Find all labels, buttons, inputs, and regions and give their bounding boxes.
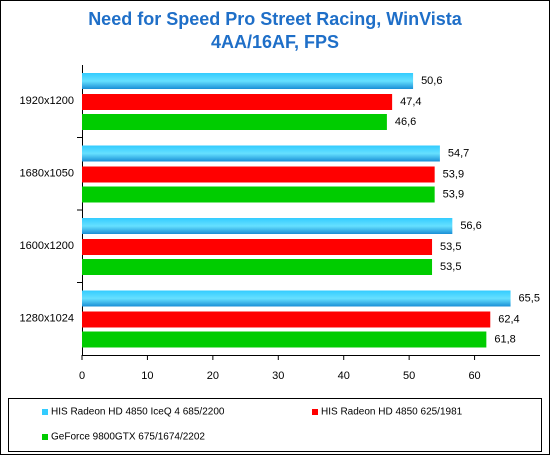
bar xyxy=(82,331,487,348)
x-tick-label: 0 xyxy=(79,370,85,382)
y-tick-label: 1600x1200 xyxy=(20,240,74,252)
bar xyxy=(82,239,433,255)
value-label: 53,5 xyxy=(440,261,461,273)
legend-swatch xyxy=(312,409,318,415)
bar xyxy=(82,186,435,203)
legend xyxy=(8,398,542,452)
value-label: 53,9 xyxy=(443,168,464,180)
chart-title: Need for Speed Pro Street Racing, WinVis… xyxy=(88,9,463,29)
legend-label: HIS Radeon HD 4850 625/1981 xyxy=(321,407,463,418)
value-label: 65,5 xyxy=(519,292,540,304)
bar xyxy=(82,94,393,110)
value-label: 62,4 xyxy=(498,313,519,325)
bar xyxy=(82,290,511,307)
value-label: 56,6 xyxy=(460,220,481,232)
value-label: 46,6 xyxy=(395,116,416,128)
x-tick-label: 30 xyxy=(272,370,284,382)
y-tick-label: 1920x1200 xyxy=(20,95,74,107)
bar xyxy=(82,166,435,183)
bar xyxy=(82,218,453,234)
x-tick-label: 20 xyxy=(207,370,219,382)
legend-swatch xyxy=(42,434,48,440)
bar xyxy=(82,145,440,162)
legend-label: GeForce 9800GTX 675/1674/2202 xyxy=(51,432,205,443)
bar xyxy=(82,114,387,130)
bar xyxy=(82,73,414,89)
bar xyxy=(82,259,433,275)
x-tick-label: 40 xyxy=(338,370,350,382)
y-tick-label: 1680x1050 xyxy=(20,168,74,180)
legend-swatch xyxy=(42,409,48,415)
value-label: 54,7 xyxy=(448,147,469,159)
value-label: 50,6 xyxy=(421,75,442,87)
chart-title: 4AA/16AF, FPS xyxy=(211,32,339,52)
x-tick-label: 50 xyxy=(403,370,415,382)
bar xyxy=(82,311,491,328)
x-tick-label: 60 xyxy=(468,370,480,382)
y-tick-label: 1280x1024 xyxy=(20,313,74,325)
value-label: 53,9 xyxy=(443,188,464,200)
value-label: 61,8 xyxy=(494,333,515,345)
legend-label: HIS Radeon HD 4850 IceQ 4 685/2200 xyxy=(51,407,225,418)
value-label: 47,4 xyxy=(400,96,421,108)
value-label: 53,5 xyxy=(440,241,461,253)
x-tick-label: 10 xyxy=(141,370,153,382)
